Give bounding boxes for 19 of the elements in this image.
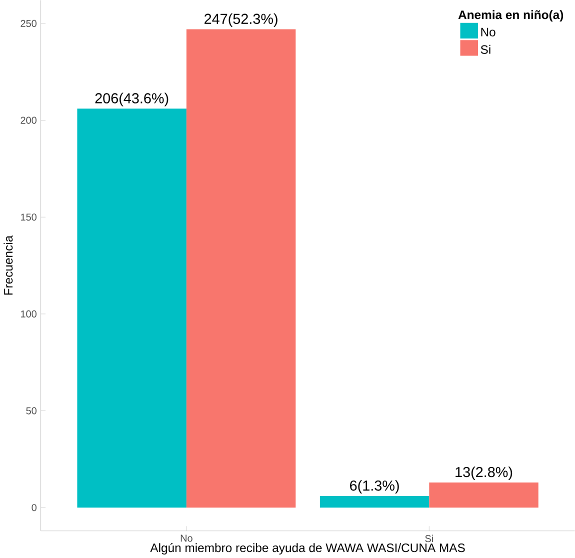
y-tick-label: 100 [21, 310, 37, 318]
bar [429, 482, 538, 508]
legend-label: No [481, 28, 496, 36]
y-tick-label: 0 [32, 504, 37, 512]
bar [186, 29, 296, 508]
bar [320, 496, 430, 508]
bar [77, 108, 186, 508]
data-label: 13(2.8%) [456, 466, 512, 480]
y-tick-label: 50 [26, 407, 37, 414]
y-tick-label: 200 [20, 116, 37, 124]
y-axis-title: Frecuencia [4, 235, 13, 295]
x-axis-title: Algún miembro recibe ayuda de WAWA WASI/CUNA MAS [150, 542, 465, 554]
data-label: 247(52.3%) [204, 13, 278, 27]
legend-label: Si [480, 44, 490, 54]
data-label: 6(1.3%) [350, 480, 399, 494]
y-tick-label: 150 [21, 213, 37, 221]
legend-title: Anemia en niño(a) [458, 10, 564, 22]
y-tick-label: 250 [20, 20, 37, 27]
data-label: 206(43.6%) [95, 92, 168, 106]
